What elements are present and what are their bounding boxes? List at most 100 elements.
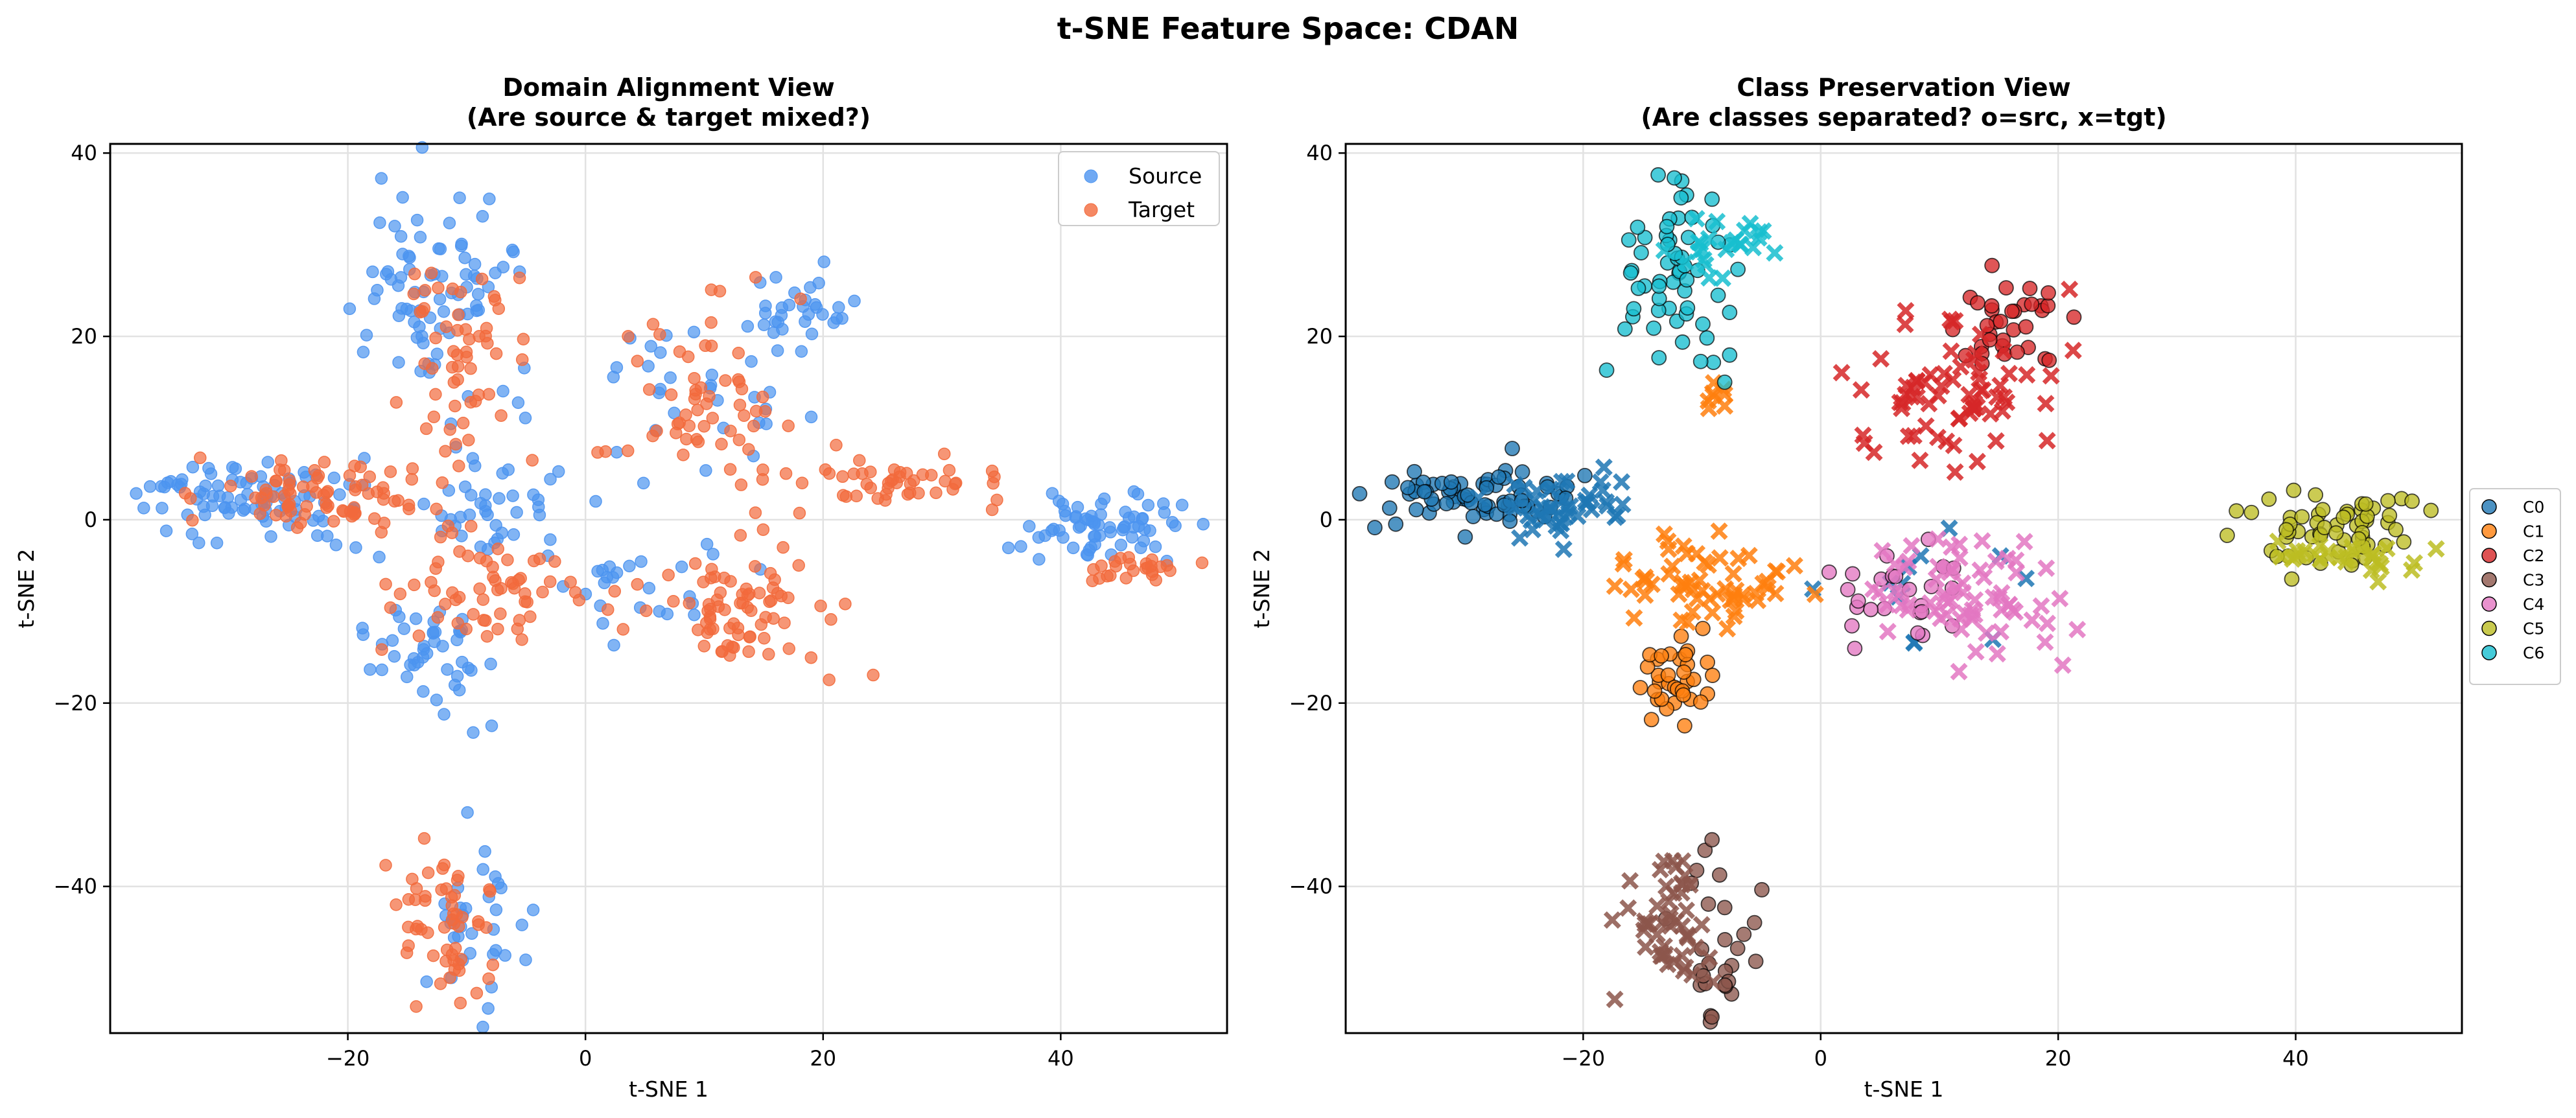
point-Source <box>782 298 796 312</box>
target-point-C5 <box>2369 573 2387 590</box>
point-Target <box>987 477 1000 490</box>
target-point-C5 <box>2343 541 2361 559</box>
point-Target <box>186 513 199 527</box>
point-Source <box>408 658 421 671</box>
legend: Source Target <box>1058 151 1220 226</box>
target-point-C6 <box>1655 241 1673 259</box>
legend-marker-c6 <box>2481 645 2497 660</box>
point-Source <box>210 537 224 550</box>
target-point-C3 <box>1664 852 1682 870</box>
source-point-C5 <box>2423 502 2439 518</box>
source-point-C2 <box>1998 280 2014 296</box>
point-Target <box>425 266 438 279</box>
point-Target <box>646 318 660 331</box>
point-Source <box>186 460 200 474</box>
point-Source <box>437 305 451 318</box>
point-Source <box>388 650 401 663</box>
point-Target <box>591 446 604 459</box>
point-Target <box>763 595 776 609</box>
point-Target <box>749 271 762 284</box>
target-point-C2 <box>1991 377 2009 395</box>
source-point-C6 <box>1699 330 1715 346</box>
y-tick-label: 20 <box>71 324 97 349</box>
source-point-C0 <box>1409 502 1424 518</box>
point-Source <box>357 345 370 358</box>
point-Target <box>451 348 464 362</box>
target-point-C0 <box>1613 473 1631 491</box>
y-tick-label: −40 <box>53 874 97 899</box>
point-Target <box>867 668 880 682</box>
x-tick-label: 40 <box>2282 1046 2309 1071</box>
source-point-C6 <box>1621 232 1637 248</box>
target-point-C3 <box>1704 973 1722 991</box>
point-Target <box>296 480 310 493</box>
target-point-C4 <box>1967 643 1985 661</box>
point-Target <box>412 629 426 642</box>
point-Target <box>732 346 745 360</box>
point-Target <box>321 485 334 498</box>
target-point-C4 <box>1928 530 1947 548</box>
source-point-C1 <box>1643 712 1659 728</box>
source-point-C3 <box>1748 953 1764 970</box>
point-Target <box>608 585 622 598</box>
point-Source <box>360 329 373 342</box>
point-Source <box>472 288 485 301</box>
ticks: −20 0 20 40 −40 −20 0 20 40 <box>1289 141 2308 1071</box>
point-Target <box>443 423 456 436</box>
panel-title-line-1: Class Preservation View <box>1737 73 2070 102</box>
source-point-C5 <box>2358 496 2374 512</box>
point-Source <box>316 515 330 528</box>
point-Target <box>732 373 745 386</box>
y-tick-label: −20 <box>1289 691 1333 716</box>
target-point-C4 <box>1966 591 1984 609</box>
point-Source <box>1046 487 1059 500</box>
point-Target <box>536 585 549 599</box>
point-Target <box>688 557 702 570</box>
target-point-C0 <box>1553 492 1571 510</box>
legend-marker-c4 <box>2481 596 2497 612</box>
target-point-C2 <box>1965 394 1984 412</box>
point-Target <box>646 429 659 443</box>
source-point-C3 <box>1695 968 1711 984</box>
point-Target <box>491 542 504 555</box>
source-point-C5 <box>2229 503 2244 519</box>
point-Target <box>476 593 490 606</box>
point-Target <box>245 470 258 483</box>
target-point-C2 <box>1896 316 1914 334</box>
point-Source <box>465 927 478 940</box>
target-point-C1 <box>1735 590 1753 608</box>
point-Target <box>724 575 737 588</box>
target-point-C1 <box>1785 557 1803 575</box>
point-Source <box>401 670 414 684</box>
point-Source <box>654 346 667 359</box>
target-point-C1 <box>1676 577 1694 595</box>
point-Target <box>782 419 795 432</box>
source-point-C4 <box>1910 625 1926 641</box>
x-tick-label: 20 <box>810 1046 836 1071</box>
point-Target <box>764 566 777 580</box>
target-point-C3 <box>1637 938 1655 956</box>
point-Target <box>418 284 432 297</box>
point-Source <box>478 844 491 858</box>
point-Source <box>393 610 406 623</box>
point-Target <box>279 509 293 523</box>
point-Target <box>464 395 477 409</box>
point-Source <box>197 500 210 513</box>
point-Target <box>823 673 836 686</box>
point-Target <box>880 487 893 501</box>
target-point-C3 <box>1651 943 1669 961</box>
point-Source <box>493 492 506 505</box>
target-point-C6 <box>1714 269 1731 287</box>
point-Target <box>749 506 762 519</box>
source-point-C5 <box>2308 487 2324 503</box>
point-Target <box>430 502 443 516</box>
point-Source <box>441 663 454 676</box>
point-Target <box>692 435 705 448</box>
point-Target <box>1139 562 1153 575</box>
source-point-C1 <box>1678 647 1694 662</box>
point-Target <box>744 630 756 644</box>
point-Source <box>1001 541 1015 555</box>
point-Target <box>680 432 693 446</box>
target-point-C3 <box>1648 897 1667 915</box>
x-tick-label: −20 <box>326 1046 370 1071</box>
